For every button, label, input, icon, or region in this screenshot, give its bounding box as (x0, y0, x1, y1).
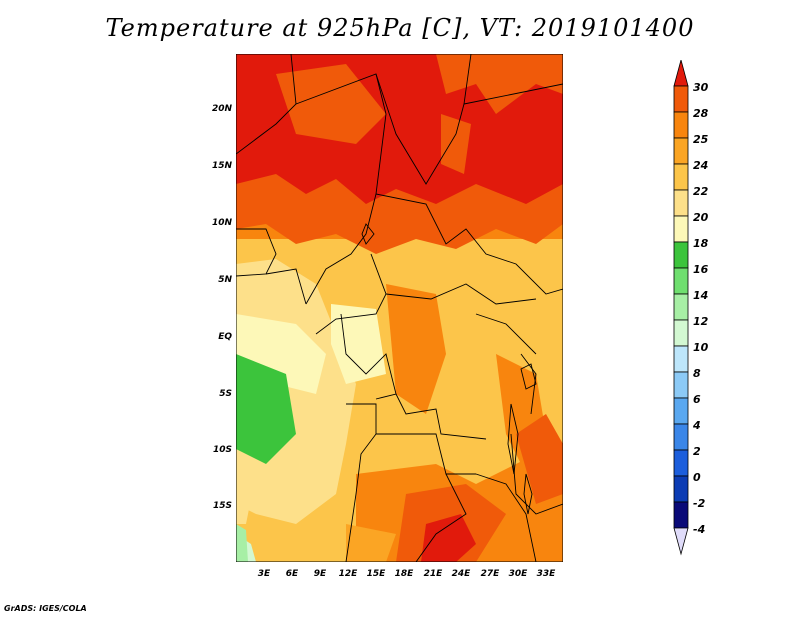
colorbar-label-18: 18 (693, 237, 709, 250)
colorbar-label-24: 24 (693, 159, 709, 172)
colorbar-label-25: 25 (693, 133, 709, 146)
colorbar-segment (673, 60, 689, 87)
lat-label-5n: 5N (218, 275, 232, 285)
lat-label-eq: EQ (218, 332, 232, 342)
colorbar-segment (673, 319, 689, 347)
colorbar-label-6: 6 (693, 393, 701, 406)
colorbar-segment (673, 371, 689, 399)
colorbar-segment (673, 423, 689, 451)
lat-label-10n: 10N (211, 218, 232, 228)
lon-label-24e: 24E (451, 569, 471, 579)
colorbar-label-16: 16 (693, 263, 709, 276)
colorbar-label-22: 22 (693, 185, 709, 198)
colorbar-segment (673, 137, 689, 165)
colorbar-segment (673, 527, 689, 556)
temperature-map (236, 54, 563, 562)
colorbar-segment (673, 241, 689, 269)
footer-credit: GrADS: IGES/COLA (4, 604, 87, 613)
lon-label-18e: 18E (394, 569, 414, 579)
colorbar-label-28: 28 (693, 107, 709, 120)
colorbar-segment (673, 111, 689, 139)
lon-label-30e: 30E (508, 569, 528, 579)
temp-region-cool-ocean (236, 354, 296, 464)
colorbar-segment (673, 85, 689, 113)
colorbar-segment (673, 215, 689, 243)
map-title: Temperature at 925hPa [C], VT: 201910140… (105, 14, 695, 42)
colorbar-segment (673, 267, 689, 295)
colorbar-segment (673, 475, 689, 503)
colorbar-segment (673, 163, 689, 191)
colorbar-segment (673, 501, 689, 529)
colorbar-segment (673, 449, 689, 477)
colorbar-segment (673, 189, 689, 217)
colorbar-segment (673, 293, 689, 321)
lon-label-6e: 6E (285, 569, 299, 579)
colorbar-label-30: 30 (693, 81, 709, 94)
colorbar-label-20: 20 (693, 211, 709, 224)
colorbar-label-4: 4 (693, 419, 701, 432)
lat-label-15n: 15N (211, 161, 232, 171)
lat-label-5s: 5S (219, 389, 232, 399)
colorbar-segment (673, 345, 689, 373)
colorbar (673, 60, 689, 556)
lon-label-12e: 12E (338, 569, 358, 579)
colorbar-label-8: 8 (693, 367, 701, 380)
lon-label-27e: 27E (480, 569, 500, 579)
colorbar-label-minus4: -4 (693, 523, 706, 536)
lon-label-21e: 21E (423, 569, 443, 579)
country-borders (236, 54, 563, 562)
colorbar-segment (673, 397, 689, 425)
lat-label-10s: 10S (212, 445, 232, 455)
colorbar-label-0: 0 (693, 471, 701, 484)
lat-label-15s: 15S (212, 501, 232, 511)
lat-label-20n: 20N (211, 104, 232, 114)
lon-label-3e: 3E (257, 569, 271, 579)
colorbar-label-10: 10 (693, 341, 709, 354)
lon-label-33e: 33E (536, 569, 556, 579)
colorbar-label-14: 14 (693, 289, 709, 302)
lon-label-9e: 9E (313, 569, 327, 579)
lon-label-15e: 15E (366, 569, 386, 579)
colorbar-label-minus2: -2 (693, 497, 706, 510)
colorbar-label-2: 2 (693, 445, 701, 458)
colorbar-label-12: 12 (693, 315, 709, 328)
